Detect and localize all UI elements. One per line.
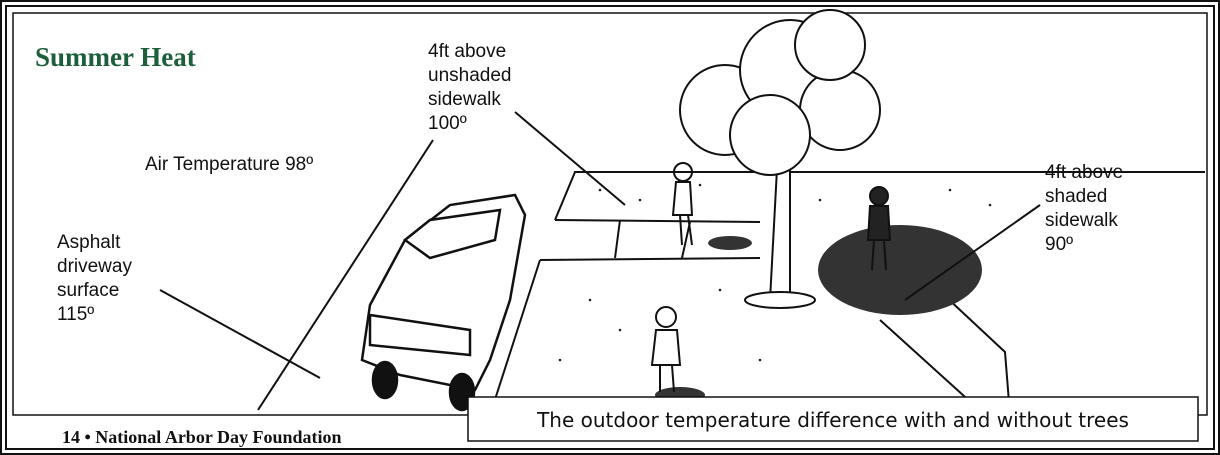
label-line: Air Temperature 98º bbox=[145, 154, 313, 175]
label-line: 100º bbox=[428, 113, 467, 134]
label-line: Asphalt bbox=[57, 232, 121, 253]
label-line: unshaded bbox=[428, 65, 511, 86]
car bbox=[360, 193, 527, 412]
label-line: surface bbox=[57, 280, 119, 301]
caption: The outdoor temperature difference with … bbox=[536, 408, 1129, 432]
tree bbox=[679, 9, 881, 309]
pointer-lines bbox=[159, 111, 1041, 411]
label-line: 4ft above bbox=[428, 41, 506, 62]
label-line: sidewalk bbox=[428, 89, 501, 110]
tree-shadow bbox=[818, 225, 982, 315]
inner-border bbox=[5, 5, 1215, 450]
label-line: shaded bbox=[1045, 186, 1107, 207]
label-line: 4ft above bbox=[1045, 162, 1123, 183]
label-line: 90º bbox=[1045, 234, 1073, 255]
person-shadow bbox=[708, 236, 752, 250]
label-line: 115º bbox=[57, 304, 94, 325]
label-line: sidewalk bbox=[1045, 210, 1118, 231]
caption-box bbox=[467, 396, 1199, 442]
label-line: driveway bbox=[57, 256, 132, 277]
people bbox=[650, 162, 892, 393]
title: Summer Heat bbox=[35, 42, 196, 72]
footer: 14 • National Arbor Day Foundation bbox=[62, 427, 342, 447]
